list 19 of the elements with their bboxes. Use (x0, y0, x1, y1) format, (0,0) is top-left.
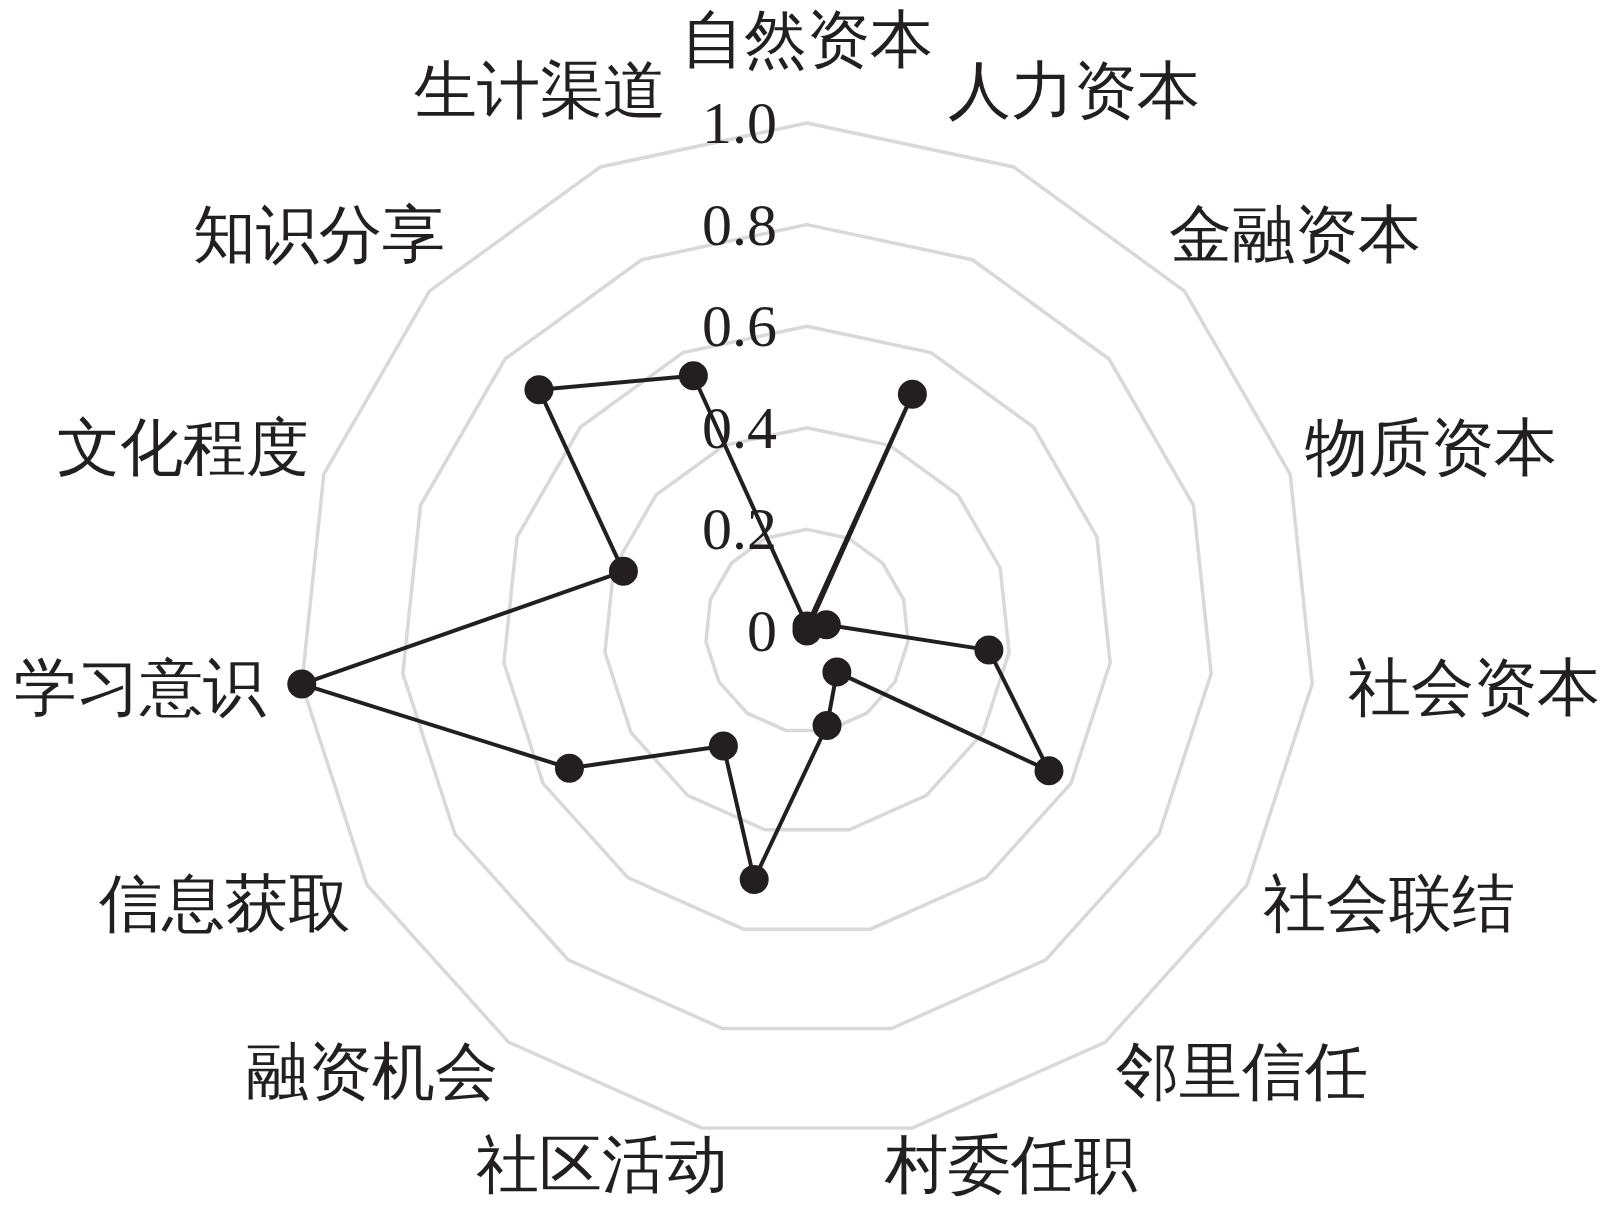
y-tick-label: 0 (747, 598, 777, 664)
category-label: 物质资本 (1304, 413, 1557, 484)
category-label: 社会联结 (1263, 868, 1516, 939)
category-label: 人力资本 (947, 55, 1200, 126)
category-label: 金融资本 (1168, 200, 1421, 271)
category-label: 知识分享 (193, 200, 446, 271)
y-tick-label: 1.0 (702, 90, 777, 156)
category-label: 文化程度 (57, 413, 310, 484)
category-label: 社区活动 (476, 1129, 729, 1200)
category-label: 融资机会 (246, 1037, 499, 1108)
category-label: 信息获取 (98, 868, 351, 939)
category-label: 邻里信任 (1115, 1037, 1368, 1108)
category-label: 学习意识 (13, 653, 266, 723)
category-label: 村委任职 (885, 1129, 1138, 1200)
category-label: 生计渠道 (414, 55, 667, 126)
category-label: 自然资本 (681, 4, 933, 75)
y-tick-label: 0.8 (702, 191, 777, 258)
y-tick-label: 0.6 (702, 293, 777, 360)
category-label: 社会资本 (1348, 653, 1601, 723)
